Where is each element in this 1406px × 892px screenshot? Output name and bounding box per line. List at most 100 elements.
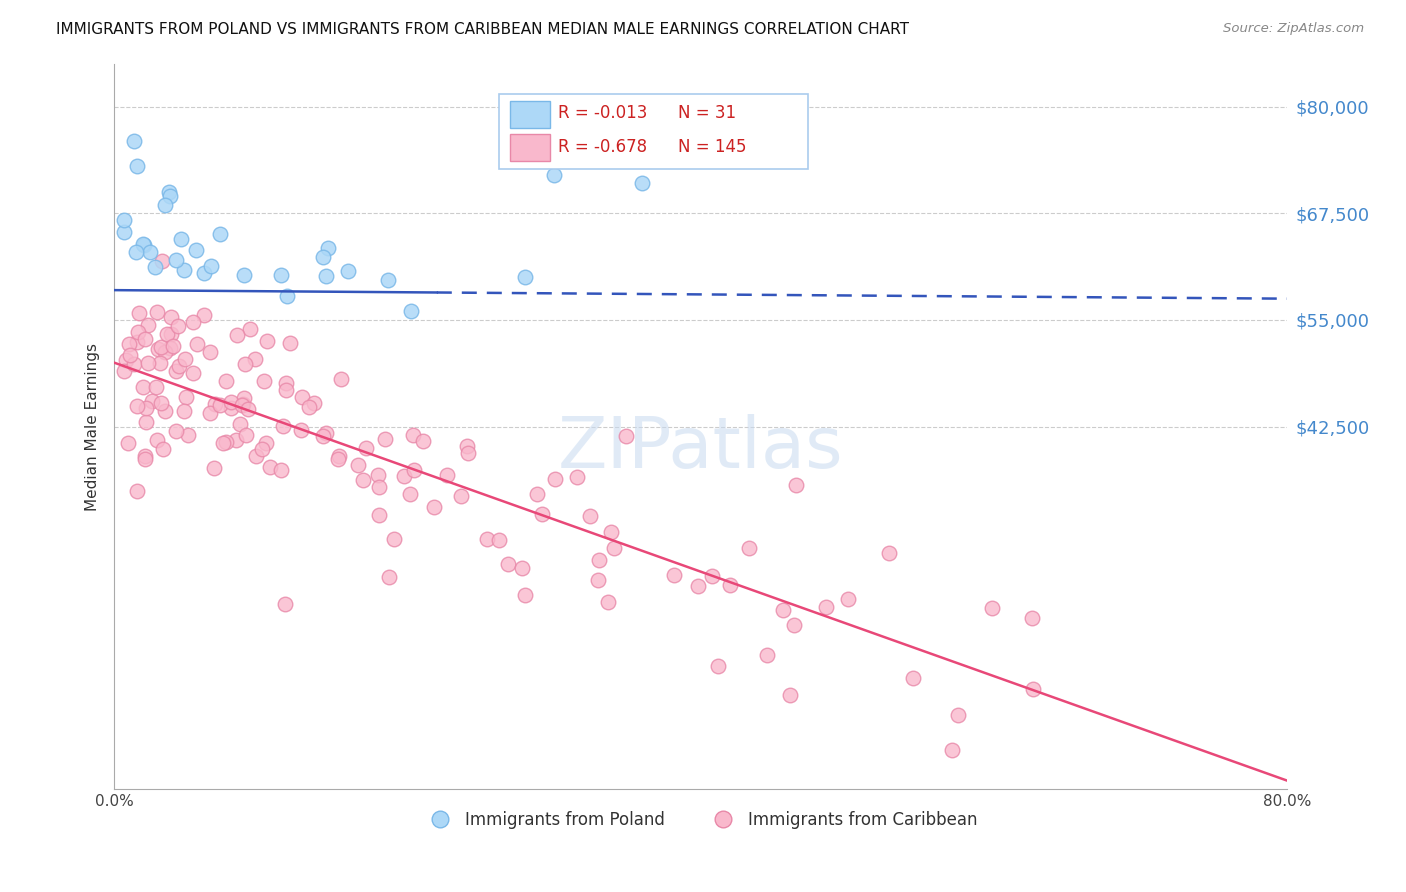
Point [399, 304, 422, 318]
Point [245, 352, 267, 367]
Point [614, 428, 637, 442]
Point [125, 245, 148, 260]
Point [159, 327, 181, 342]
Point [145, 305, 167, 319]
Text: R = -0.678: R = -0.678 [558, 138, 647, 156]
Point [146, 433, 169, 447]
Point [579, 509, 602, 524]
Point [328, 450, 350, 464]
Point [173, 263, 195, 277]
Point [145, 380, 167, 394]
Point [941, 743, 963, 757]
Text: Source: ZipAtlas.com: Source: ZipAtlas.com [1223, 22, 1364, 36]
Point [135, 416, 157, 430]
Point [356, 441, 378, 455]
Point [141, 394, 163, 409]
Point [162, 339, 184, 353]
Point [117, 435, 139, 450]
Point [367, 467, 389, 482]
Point [200, 344, 222, 359]
Point [274, 376, 297, 390]
Point [588, 553, 610, 567]
Point [315, 269, 337, 284]
Point [404, 463, 426, 477]
Point [160, 310, 183, 324]
Point [152, 442, 174, 457]
Point [181, 315, 204, 329]
Point [153, 198, 176, 212]
Point [903, 671, 925, 685]
Point [233, 391, 256, 405]
Point [544, 472, 567, 486]
Point [259, 460, 281, 475]
Point [374, 432, 396, 446]
Point [181, 366, 204, 380]
Point [298, 400, 321, 414]
Point [233, 357, 256, 371]
Point [274, 383, 297, 397]
Point [948, 708, 970, 723]
Point [112, 364, 135, 378]
Point [184, 244, 207, 258]
Point [112, 225, 135, 239]
Point [132, 380, 155, 394]
Point [270, 268, 292, 282]
Point [238, 402, 260, 417]
Point [755, 648, 778, 663]
Point [159, 189, 181, 203]
Point [134, 238, 156, 252]
Text: R = -0.013: R = -0.013 [558, 104, 648, 122]
Point [150, 340, 173, 354]
Point [115, 353, 138, 368]
Point [312, 428, 335, 442]
Point [326, 451, 349, 466]
Point [214, 434, 236, 449]
Point [276, 289, 298, 303]
Point [475, 532, 498, 546]
Point [330, 372, 353, 386]
Point [146, 342, 169, 356]
Point [270, 463, 292, 477]
Point [159, 341, 181, 355]
Point [134, 449, 156, 463]
Point [318, 241, 340, 255]
Point [235, 428, 257, 442]
Legend: Immigrants from Poland, Immigrants from Caribbean: Immigrants from Poland, Immigrants from … [418, 804, 984, 835]
Point [513, 270, 536, 285]
Point [603, 541, 626, 555]
Point [166, 319, 188, 334]
Point [219, 401, 242, 415]
Point [232, 397, 254, 411]
Point [173, 404, 195, 418]
Point [165, 364, 187, 378]
Point [879, 546, 901, 560]
Point [152, 254, 174, 268]
Point [226, 328, 249, 343]
Point [122, 358, 145, 372]
Point [738, 541, 761, 555]
Point [127, 483, 149, 498]
Point [165, 424, 187, 438]
Text: IMMIGRANTS FROM POLAND VS IMMIGRANTS FROM CARIBBEAN MEDIAN MALE EARNINGS CORRELA: IMMIGRANTS FROM POLAND VS IMMIGRANTS FRO… [56, 22, 910, 37]
Point [352, 473, 374, 487]
Point [139, 244, 162, 259]
Point [291, 390, 314, 404]
Point [132, 236, 155, 251]
Point [215, 374, 238, 388]
Point [170, 232, 193, 246]
Point [212, 436, 235, 450]
Point [150, 396, 173, 410]
Point [165, 252, 187, 267]
Point [256, 334, 278, 348]
Point [315, 426, 337, 441]
Point [837, 591, 859, 606]
Point [586, 573, 609, 587]
Point [785, 478, 807, 492]
Point [510, 560, 533, 574]
Point [436, 467, 458, 482]
Point [707, 659, 730, 673]
Point [498, 558, 520, 572]
Point [412, 434, 434, 449]
Point [1022, 682, 1045, 697]
Point [398, 486, 420, 500]
